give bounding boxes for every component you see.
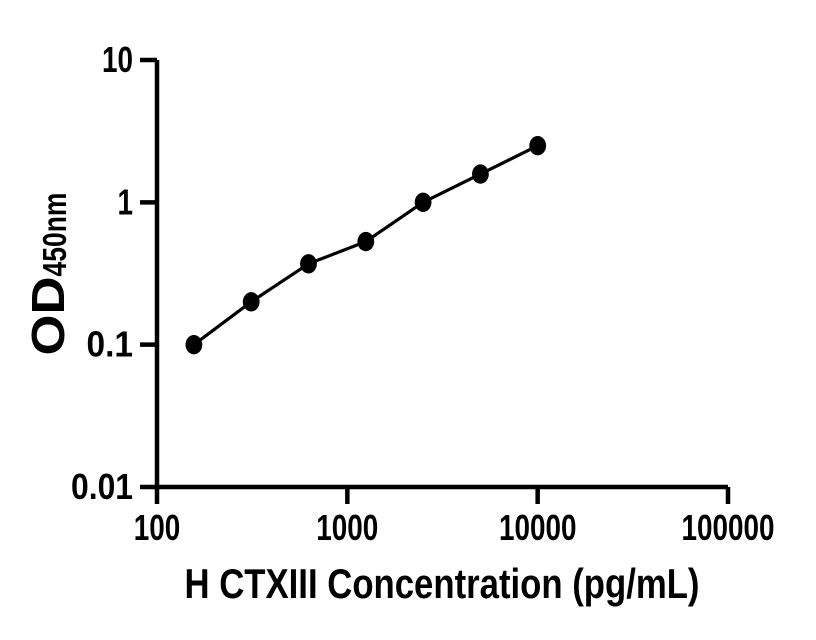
y-axis-title-main: OD <box>22 277 74 356</box>
data-point-marker <box>529 136 547 156</box>
y-tick-label: 10 <box>102 39 133 80</box>
x-tick-label: 1000 <box>316 507 378 548</box>
plot-area: 100 1000 10000 100000 0.01 0.1 1 10 <box>71 39 775 548</box>
y-tick-label: 1 <box>118 181 134 222</box>
x-tick-label: 10000 <box>499 507 577 548</box>
y-tick-label: 0.01 <box>71 466 133 507</box>
data-point-marker <box>472 164 489 184</box>
x-axis-title: H CTXIII Concentration (pg/mL) <box>185 560 700 607</box>
data-point-marker <box>300 254 317 274</box>
y-axis-title: OD450nm <box>22 193 74 356</box>
x-tick-label: 100 <box>134 507 181 548</box>
data-point-marker <box>242 292 260 312</box>
data-point-marker <box>357 231 375 252</box>
y-axis-title-sub: 450nm <box>36 193 73 277</box>
data-point-marker <box>414 192 432 212</box>
data-point-marker <box>185 335 203 355</box>
y-tick-label: 0.1 <box>87 324 134 365</box>
x-tick-label: 100000 <box>682 507 775 548</box>
